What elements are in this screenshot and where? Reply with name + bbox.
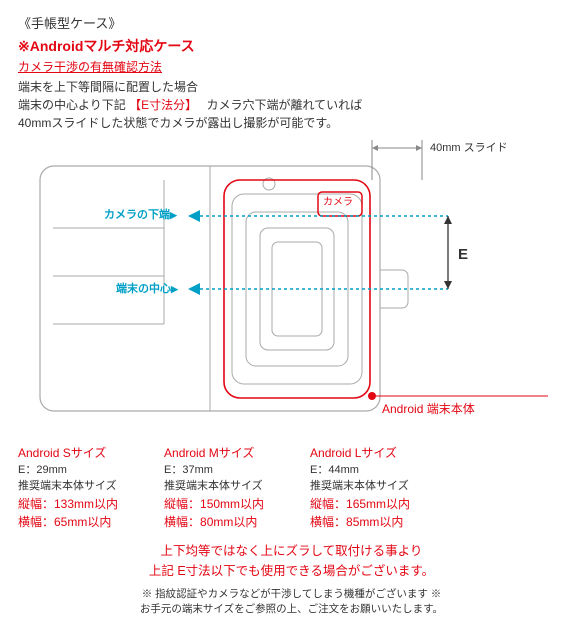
header-method: カメラ干渉の有無確認方法 (18, 58, 565, 76)
slide-label: 40mm スライド (430, 140, 508, 157)
header-type: 《手帳型ケース》 (18, 14, 565, 34)
case-diagram: 40mm スライド カメラ カメラの下端▶ 端末の中心▶ E Android 端… (18, 140, 568, 440)
device-center-label: 端末の中心▶ (116, 281, 178, 298)
desc-l1: 端末を上下等間隔に配置した場合 (18, 78, 565, 96)
size-s: Android Sサイズ E：29mm 推奨端末本体サイズ 縦幅：133mm以内… (18, 444, 118, 531)
size-m: Android Mサイズ E：37mm 推奨端末本体サイズ 縦幅：150mm以内… (164, 444, 264, 531)
size-l: Android Lサイズ E：44mm 推奨端末本体サイズ 縦幅：165mm以内… (310, 444, 410, 531)
desc-l3: 40mmスライドした状態でカメラが露出し撮影が可能です。 (18, 114, 565, 132)
footer-note-1: 上下均等ではなく上にズラして取付ける事より 上記 E寸法以下でも使用できる場合が… (18, 541, 565, 581)
size-table: Android Sサイズ E：29mm 推奨端末本体サイズ 縦幅：133mm以内… (18, 444, 565, 531)
footer-note-2: ※ 指紋認証やカメラなどが干渉してしまう機種がございます ※ お手元の端末サイズ… (18, 587, 565, 618)
desc-l2: 端末の中心より下記 【E寸法分】 カメラ穴下端が離れていれば (18, 96, 565, 114)
e-dimension-label: E (458, 244, 468, 267)
header-product: ※Androidマルチ対応ケース (18, 36, 565, 57)
camera-bottom-label: カメラの下端▶ (104, 207, 177, 224)
description: 端末を上下等間隔に配置した場合 端末の中心より下記 【E寸法分】 カメラ穴下端が… (18, 78, 565, 132)
android-device-label: Android 端末本体 (382, 400, 475, 418)
camera-label: カメラ (323, 195, 353, 210)
